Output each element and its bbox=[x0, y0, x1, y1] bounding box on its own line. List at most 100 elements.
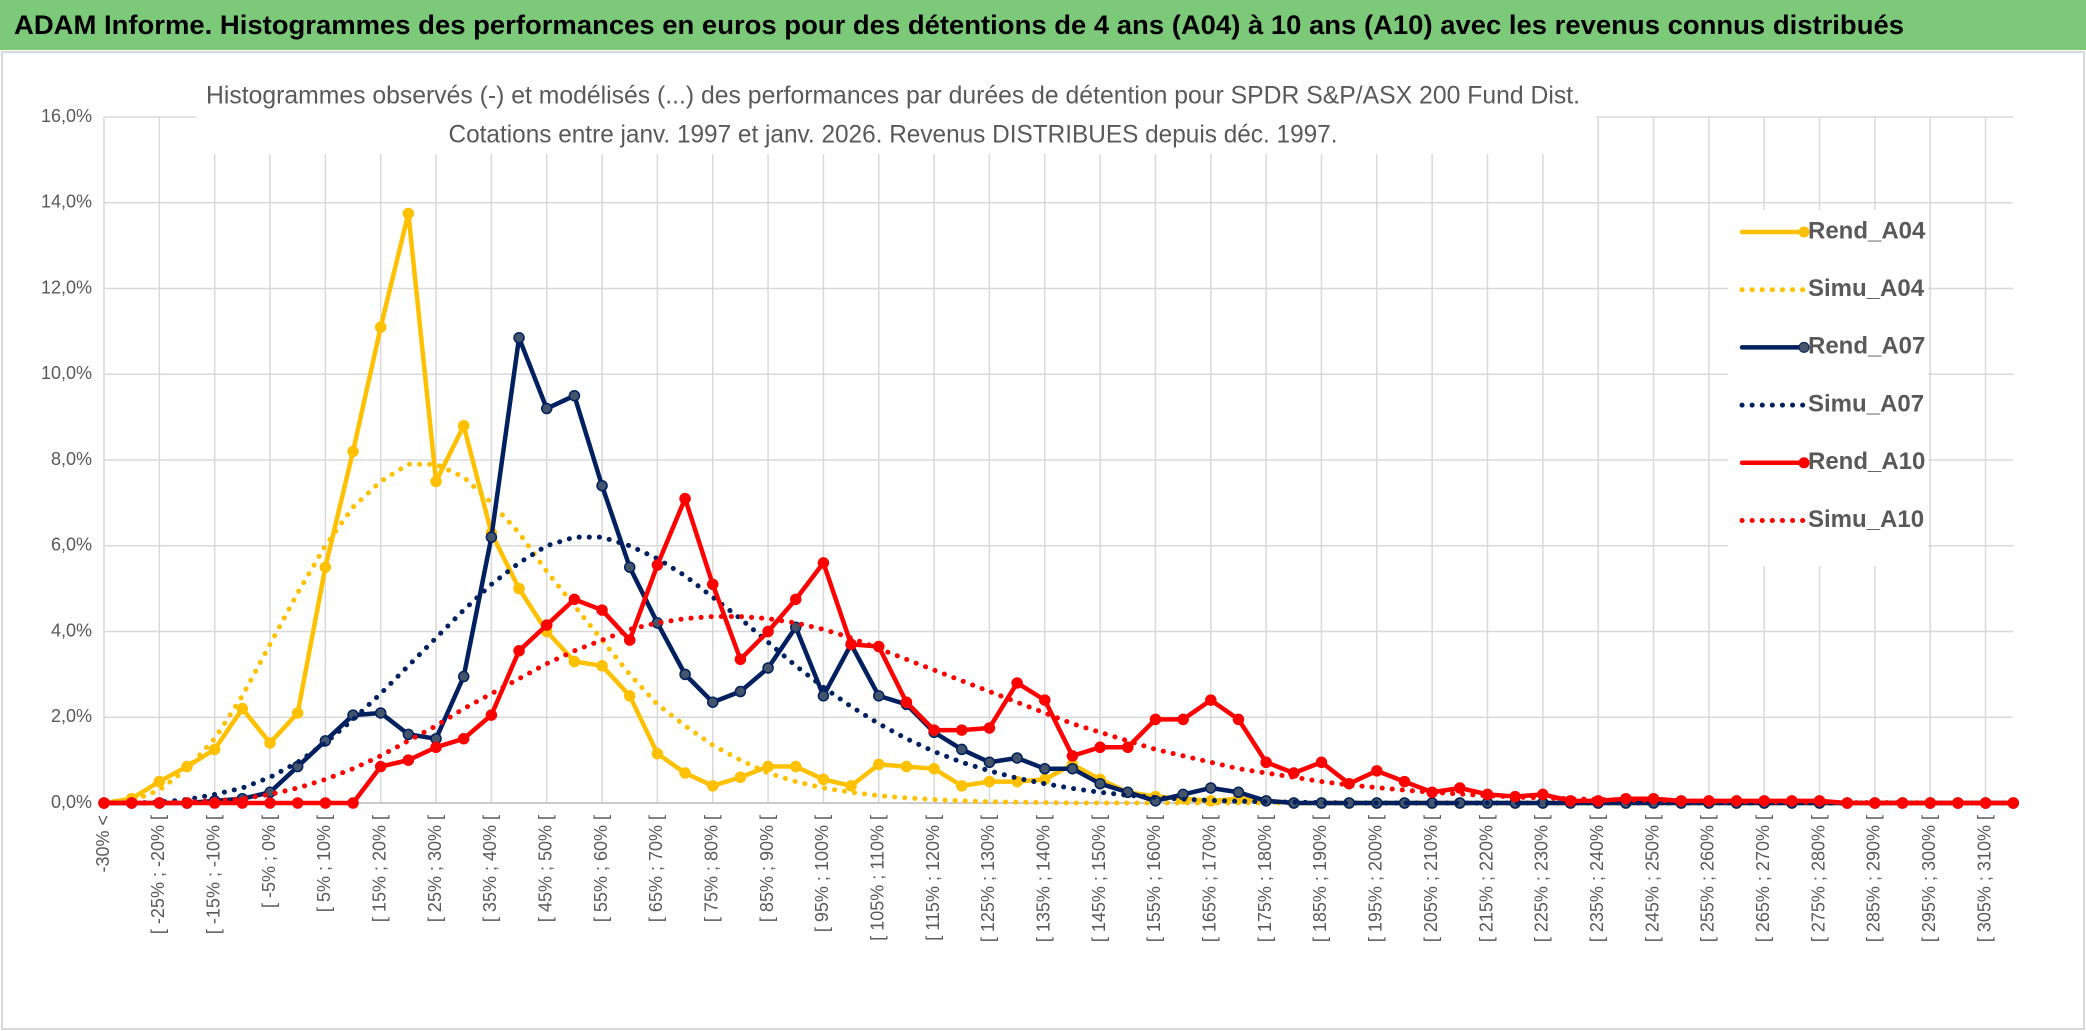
series-marker bbox=[706, 780, 719, 792]
series-marker bbox=[679, 668, 691, 681]
series-marker bbox=[762, 625, 774, 638]
series-marker bbox=[623, 690, 636, 702]
series-line bbox=[101, 461, 2016, 806]
series-marker bbox=[540, 619, 553, 631]
series-marker bbox=[706, 578, 719, 591]
series-marker bbox=[1011, 677, 1023, 689]
y-tick-label: 2,0% bbox=[51, 706, 92, 726]
series-marker bbox=[790, 593, 802, 606]
series-marker bbox=[734, 653, 747, 666]
series-marker bbox=[596, 604, 608, 616]
series-marker bbox=[1205, 782, 1217, 794]
series-marker bbox=[873, 758, 885, 771]
series-marker bbox=[956, 780, 968, 792]
series-marker bbox=[1094, 777, 1106, 790]
x-tick-label: [ 185% ; 190% [ bbox=[1310, 815, 1330, 942]
legend-label: Simu_A04 bbox=[1808, 275, 1925, 302]
series-marker bbox=[762, 662, 774, 674]
y-tick-label: 16,0% bbox=[41, 106, 92, 126]
x-tick-label: [ 305% ; 310% [ bbox=[1974, 815, 1994, 942]
series-marker bbox=[1094, 741, 1106, 754]
legend-marker bbox=[1798, 341, 1810, 353]
series-marker bbox=[1371, 765, 1383, 777]
series-marker bbox=[485, 531, 498, 543]
series-marker bbox=[236, 702, 249, 715]
series-marker bbox=[817, 557, 830, 569]
series-marker bbox=[679, 492, 691, 505]
x-tick-label: [ 25% ; 30% [ bbox=[425, 815, 445, 922]
series-marker bbox=[845, 780, 857, 792]
series-marker bbox=[845, 638, 857, 651]
series-marker bbox=[679, 767, 691, 779]
x-tick-label: [ 245% ; 250% [ bbox=[1642, 815, 1662, 942]
series-marker bbox=[983, 775, 996, 788]
series-marker bbox=[873, 690, 885, 702]
x-tick-label: [ 55% ; 60% [ bbox=[591, 815, 611, 922]
series-marker bbox=[264, 797, 276, 809]
series-marker bbox=[540, 402, 553, 415]
series-marker bbox=[568, 593, 581, 606]
x-tick-label: [ 275% ; 280% [ bbox=[1808, 815, 1828, 942]
series-marker bbox=[319, 561, 332, 573]
series-marker bbox=[1011, 752, 1023, 764]
series-marker bbox=[790, 621, 802, 633]
y-tick-label: 0,0% bbox=[51, 792, 92, 812]
series-marker bbox=[1122, 741, 1134, 754]
series-marker bbox=[734, 685, 747, 698]
series-marker bbox=[1232, 713, 1245, 726]
series-marker bbox=[900, 760, 913, 773]
series-marker bbox=[264, 737, 276, 749]
series-marker bbox=[347, 797, 359, 809]
series-marker bbox=[1315, 756, 1328, 769]
x-tick-label: [ 125% ; 130% [ bbox=[978, 815, 998, 942]
chart-border bbox=[1, 51, 2085, 1030]
series-marker bbox=[485, 709, 498, 721]
series-marker bbox=[762, 760, 774, 773]
x-tick-label: [ 225% ; 230% [ bbox=[1532, 815, 1552, 942]
y-tick-label: 6,0% bbox=[51, 535, 92, 555]
series-marker bbox=[153, 775, 166, 788]
series-marker bbox=[817, 690, 830, 702]
series-marker bbox=[734, 771, 747, 784]
y-tick-label: 12,0% bbox=[41, 277, 92, 297]
series-marker bbox=[568, 389, 581, 402]
series-marker bbox=[1039, 694, 1051, 706]
x-tick-label: [ 105% ; 110% [ bbox=[868, 815, 888, 941]
legend-label: Rend_A04 bbox=[1808, 217, 1926, 244]
series-marker bbox=[1205, 694, 1217, 706]
legend-label: Simu_A07 bbox=[1808, 390, 1924, 417]
series-marker bbox=[817, 773, 830, 786]
series-marker bbox=[402, 207, 415, 220]
x-tick-label: [ 155% ; 160% [ bbox=[1144, 815, 1164, 942]
y-tick-label: 8,0% bbox=[51, 449, 92, 469]
series-marker bbox=[430, 741, 442, 754]
series-marker bbox=[513, 645, 525, 657]
x-tick-label: [ 115% ; 120% [ bbox=[923, 815, 943, 941]
series-marker bbox=[623, 634, 636, 646]
series-marker bbox=[928, 724, 940, 736]
x-tick-label: [ 75% ; 80% [ bbox=[701, 815, 721, 922]
series-marker bbox=[457, 670, 470, 683]
x-tick-label: [ 175% ; 180% [ bbox=[1255, 815, 1275, 942]
y-tick-label: 10,0% bbox=[41, 363, 92, 383]
series-marker bbox=[513, 582, 525, 595]
x-tick-label: [ 295% ; 300% [ bbox=[1919, 815, 1939, 942]
series-marker bbox=[1232, 786, 1245, 799]
legend-label: Simu_A10 bbox=[1808, 506, 1924, 533]
series-marker bbox=[596, 660, 608, 672]
series-marker bbox=[402, 754, 415, 766]
x-tick-label: [ 255% ; 260% [ bbox=[1698, 815, 1718, 942]
series-marker bbox=[208, 743, 221, 756]
x-tick-label: [ 45% ; 50% [ bbox=[535, 815, 555, 922]
series-line bbox=[101, 613, 2016, 806]
x-tick-label: -30% < bbox=[93, 815, 113, 873]
x-tick-label: [ 95% ; 100% [ bbox=[812, 815, 832, 932]
series-marker bbox=[1398, 775, 1411, 788]
y-tick-label: 4,0% bbox=[51, 620, 92, 640]
legend-marker bbox=[1798, 457, 1810, 469]
series-marker bbox=[1454, 782, 1466, 794]
header-bar bbox=[0, 0, 2086, 50]
series-marker bbox=[983, 756, 996, 769]
series-marker bbox=[651, 747, 664, 760]
series-marker bbox=[623, 561, 636, 573]
